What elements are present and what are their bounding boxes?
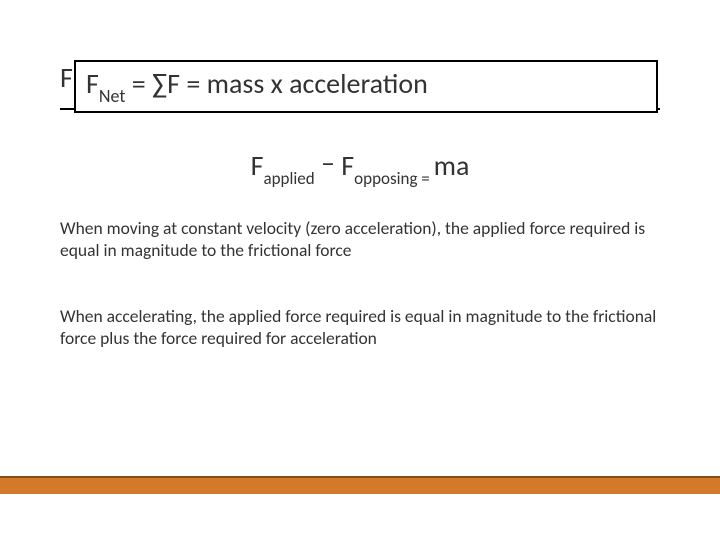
title-box: FNet = ∑F = mass x acceleration — [74, 60, 658, 113]
equation: Fapplied – Fopposing = ma — [0, 148, 720, 187]
title-text: FNet = ∑F = mass x acceleration — [86, 66, 428, 101]
title-prefix: F — [86, 66, 99, 101]
eq-f1: F — [251, 148, 264, 183]
eq-f2: F — [341, 148, 354, 183]
footer-fill — [0, 478, 720, 494]
paragraph-1: When moving at constant velocity (zero a… — [60, 218, 660, 262]
eq-sub2: opposing — [354, 168, 417, 189]
title-behind-letter: F — [60, 60, 73, 95]
paragraph-2: When accelerating, the applied force req… — [60, 306, 660, 350]
eq-sub1: applied — [263, 168, 314, 189]
title-subscript: Net — [99, 85, 126, 107]
title-rest: = ∑F = mass x acceleration — [125, 66, 428, 101]
title-area: F FNet = ∑F = mass x acceleration — [60, 60, 660, 113]
eq-rhs: ma — [434, 148, 470, 183]
eq-minus: – — [315, 145, 342, 180]
eq-equals: = — [417, 168, 433, 189]
footer-bar — [0, 476, 720, 494]
